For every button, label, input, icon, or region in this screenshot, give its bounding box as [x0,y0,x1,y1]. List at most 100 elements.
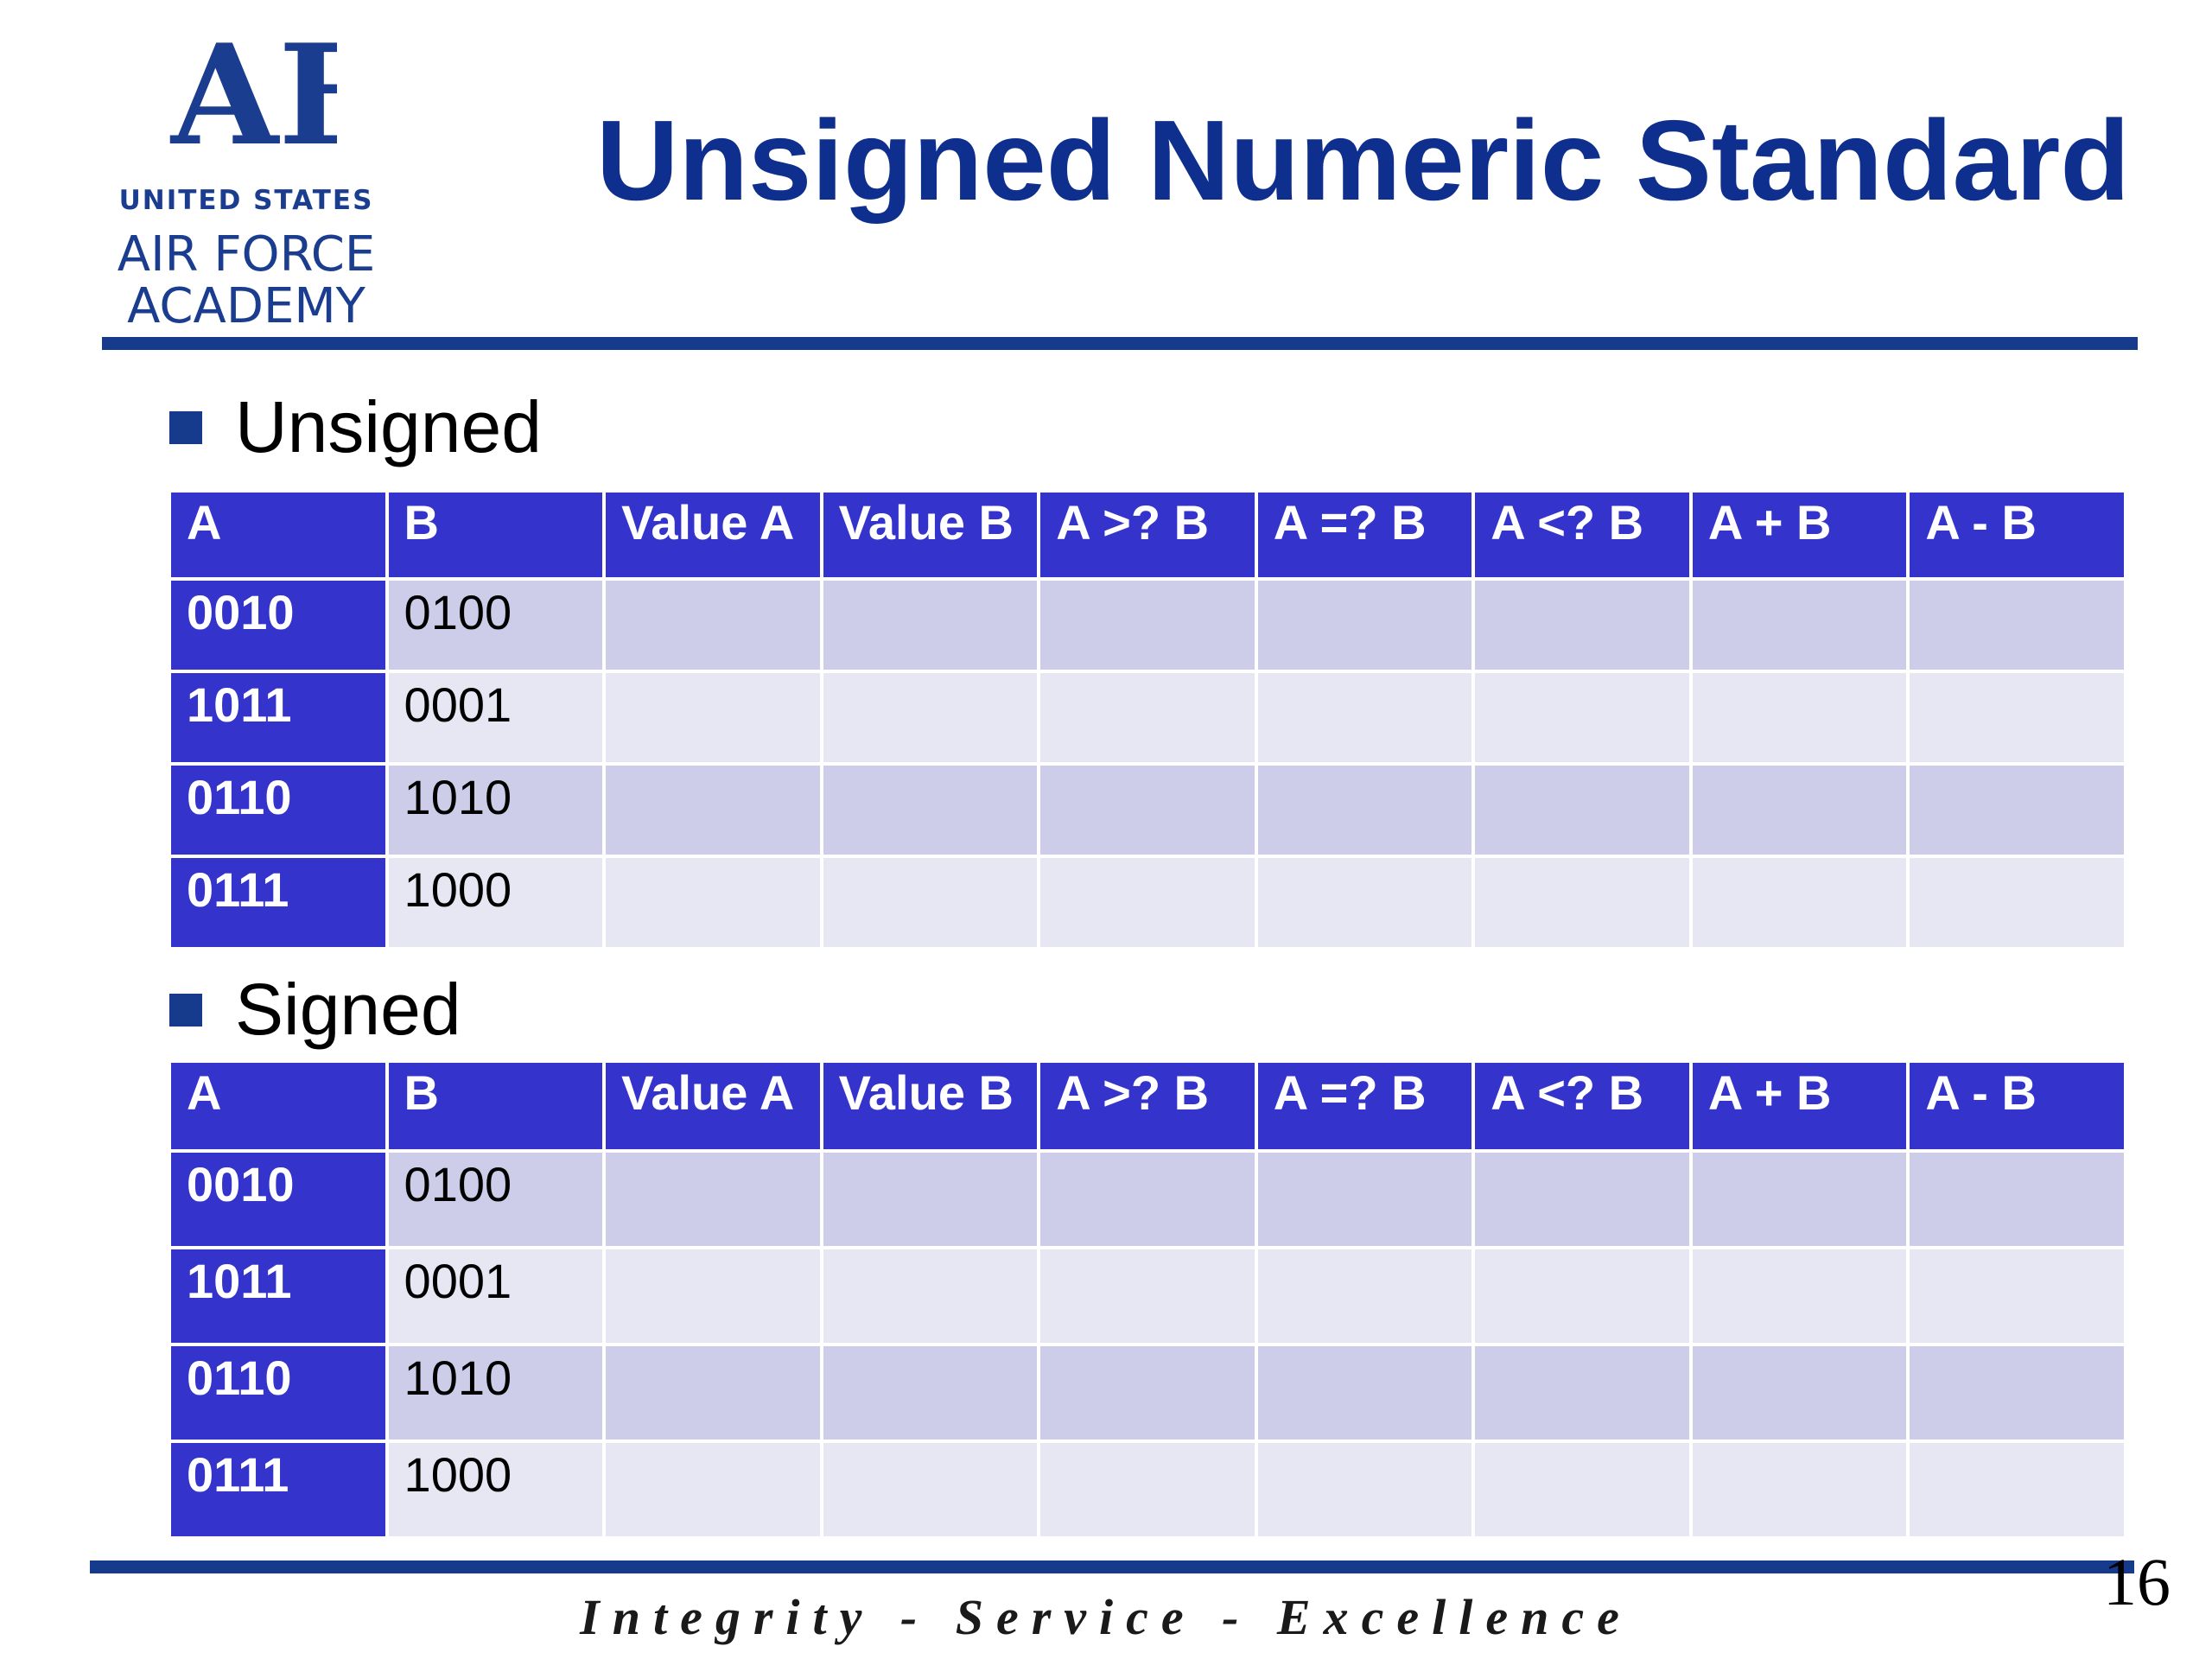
table-header-row: A B Value A Value B A >? B A =? B A <? B… [171,1063,2124,1149]
cell-b: 1000 [388,858,603,947]
cell-less[interactable] [1475,581,1689,670]
cell-sum[interactable] [1692,1249,1907,1343]
cell-a: 0111 [171,1443,385,1536]
bullet-square-icon [169,994,202,1027]
header-equal: A =? B [1257,493,1472,577]
cell-value-b[interactable] [823,858,1038,947]
cell-equal[interactable] [1257,1346,1472,1440]
cell-less[interactable] [1475,858,1689,947]
cell-value-b[interactable] [823,766,1038,855]
cell-greater[interactable] [1040,858,1255,947]
header-less: A <? B [1475,1063,1689,1149]
cell-sum[interactable] [1692,1153,1907,1246]
bullet-square-icon [169,411,202,444]
table-row: 1011 0001 [171,673,2124,762]
cell-greater[interactable] [1040,766,1255,855]
cell-greater[interactable] [1040,1249,1255,1343]
footer-motto: Integrity - Service - Excellence [580,1589,1632,1645]
cell-value-a[interactable] [606,673,820,762]
cell-a: 0010 [171,1153,385,1246]
cell-difference[interactable] [1910,1443,2124,1536]
cell-less[interactable] [1475,1153,1689,1246]
cell-greater[interactable] [1040,1153,1255,1246]
cell-value-a[interactable] [606,1153,820,1246]
header-value-a: Value A [606,1063,820,1149]
cell-greater[interactable] [1040,1443,1255,1536]
cell-a: 0110 [171,766,385,855]
page-number: 16 [2103,1544,2171,1619]
cell-value-b[interactable] [823,581,1038,670]
cell-difference[interactable] [1910,858,2124,947]
cell-a: 0110 [171,1346,385,1440]
table-row: 0111 1000 [171,858,2124,947]
cell-value-a[interactable] [606,581,820,670]
cell-difference[interactable] [1910,766,2124,855]
table-row: 0111 1000 [171,1443,2124,1536]
cell-sum[interactable] [1692,1346,1907,1440]
header-less: A <? B [1475,493,1689,577]
cell-equal[interactable] [1257,1249,1472,1343]
cell-equal[interactable] [1257,1443,1472,1536]
usafa-logo: AF UNITED STATES AIR FORCE ACADEMY [104,14,389,334]
cell-equal[interactable] [1257,858,1472,947]
bullet-signed: Signed [169,968,1206,1050]
logo-line-academy: ACADEMY [127,278,365,334]
header-value-b: Value B [823,493,1038,577]
cell-sum[interactable] [1692,766,1907,855]
cell-b: 0001 [388,673,603,762]
header-greater: A >? B [1040,493,1255,577]
cell-a: 0010 [171,581,385,670]
cell-value-b[interactable] [823,1346,1038,1440]
logo-line-air-force: AIR FORCE [117,226,376,283]
header-b: B [388,1063,603,1149]
cell-less[interactable] [1475,673,1689,762]
cell-less[interactable] [1475,1249,1689,1343]
cell-value-b[interactable] [823,1153,1038,1246]
header-a: A [171,493,385,577]
cell-value-a[interactable] [606,1443,820,1536]
cell-equal[interactable] [1257,673,1472,762]
cell-b: 0100 [388,581,603,670]
cell-b: 0001 [388,1249,603,1343]
cell-difference[interactable] [1910,1249,2124,1343]
cell-less[interactable] [1475,766,1689,855]
bullet-label: Signed [235,969,461,1050]
cell-difference[interactable] [1910,581,2124,670]
cell-greater[interactable] [1040,581,1255,670]
cell-greater[interactable] [1040,1346,1255,1440]
cell-sum[interactable] [1692,581,1907,670]
header-greater: A >? B [1040,1063,1255,1149]
header-sum: A + B [1692,1063,1907,1149]
table-row: 1011 0001 [171,1249,2124,1343]
cell-value-a[interactable] [606,1346,820,1440]
cell-greater[interactable] [1040,673,1255,762]
cell-value-b[interactable] [823,673,1038,762]
table-row: 0110 1010 [171,1346,2124,1440]
logo-line-united-states: UNITED STATES [118,185,374,216]
cell-equal[interactable] [1257,581,1472,670]
cell-b: 1010 [388,766,603,855]
cell-b: 0100 [388,1153,603,1246]
table-row: 0110 1010 [171,766,2124,855]
table-row: 0010 0100 [171,581,2124,670]
header-a: A [171,1063,385,1149]
cell-value-a[interactable] [606,766,820,855]
header-difference: A - B [1910,1063,2124,1149]
header-b: B [388,493,603,577]
cell-value-a[interactable] [606,858,820,947]
cell-sum[interactable] [1692,1443,1907,1536]
cell-equal[interactable] [1257,766,1472,855]
cell-less[interactable] [1475,1346,1689,1440]
cell-difference[interactable] [1910,673,2124,762]
cell-difference[interactable] [1910,1153,2124,1246]
cell-value-a[interactable] [606,1249,820,1343]
cell-sum[interactable] [1692,673,1907,762]
unsigned-table: A B Value A Value B A >? B A =? B A <? B… [168,489,2127,950]
cell-value-b[interactable] [823,1249,1038,1343]
cell-less[interactable] [1475,1443,1689,1536]
bullet-label: Unsigned [235,386,542,467]
cell-sum[interactable] [1692,858,1907,947]
cell-value-b[interactable] [823,1443,1038,1536]
cell-difference[interactable] [1910,1346,2124,1440]
cell-equal[interactable] [1257,1153,1472,1246]
